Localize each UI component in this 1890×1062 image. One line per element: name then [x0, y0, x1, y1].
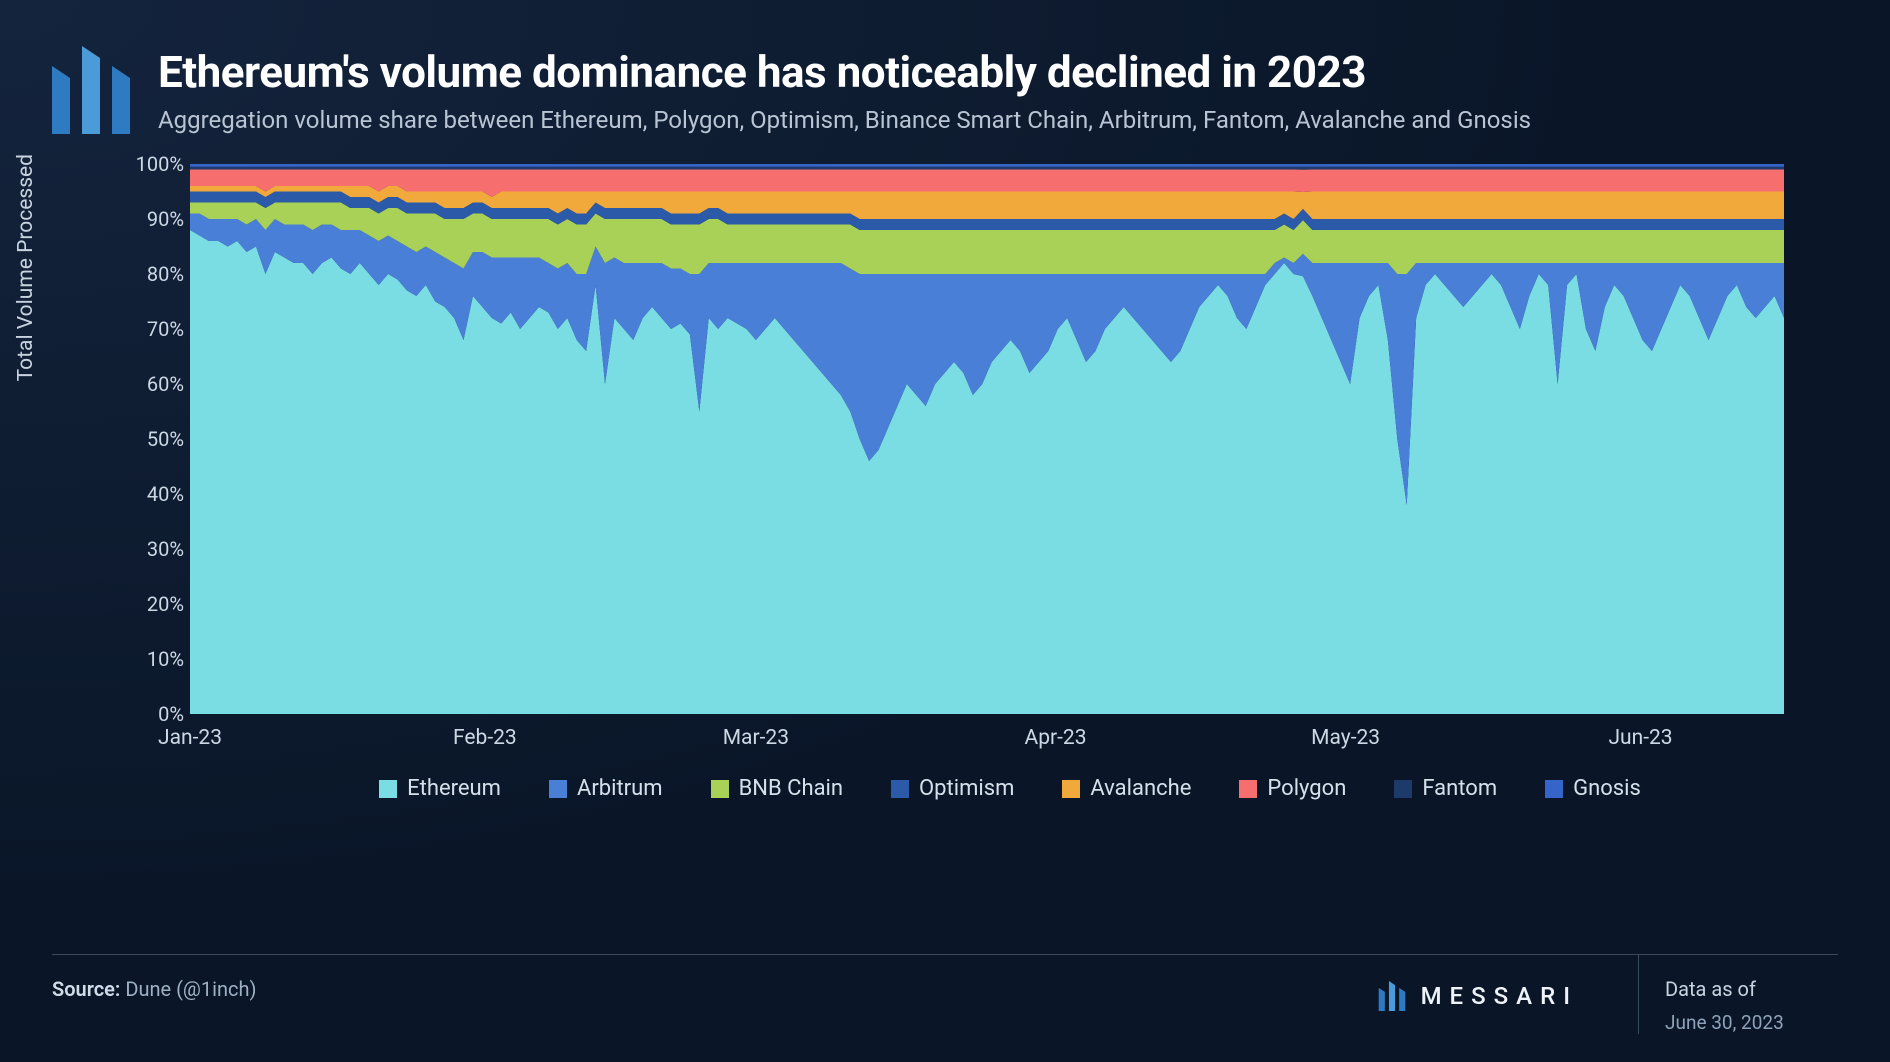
y-tick: 70%	[120, 317, 184, 341]
legend-swatch	[379, 780, 397, 798]
legend-swatch	[1062, 780, 1080, 798]
legend-item-optimism: Optimism	[891, 776, 1014, 801]
y-tick: 80%	[120, 262, 184, 286]
y-tick: 20%	[120, 592, 184, 616]
footer-brand: MESSARI	[1377, 981, 1578, 1011]
legend-label: Polygon	[1267, 776, 1346, 801]
data-as-of-date: June 30, 2023	[1665, 1011, 1838, 1034]
y-tick: 0%	[120, 702, 184, 726]
y-axis-label: Total Volume Processed	[14, 153, 38, 380]
legend-label: Fantom	[1422, 776, 1497, 801]
messari-logo-icon	[52, 46, 130, 134]
legend-item-arbitrum: Arbitrum	[549, 776, 663, 801]
source-text: Source: Dune (@1inch)	[52, 977, 256, 1001]
y-tick: 10%	[120, 647, 184, 671]
legend-label: Optimism	[919, 776, 1014, 801]
legend-label: Ethereum	[407, 776, 501, 801]
footer-brand-text: MESSARI	[1421, 982, 1578, 1010]
legend-item-fantom: Fantom	[1394, 776, 1497, 801]
y-tick: 60%	[120, 372, 184, 396]
x-axis-ticks: Jan-23Feb-23Mar-23Apr-23May-23Jun-23	[190, 722, 1784, 758]
header: Ethereum's volume dominance has noticeab…	[0, 0, 1890, 134]
area-gnosis	[190, 164, 1784, 167]
legend-swatch	[549, 780, 567, 798]
chart-title: Ethereum's volume dominance has noticeab…	[158, 46, 1531, 98]
y-tick: 90%	[120, 207, 184, 231]
legend-label: BNB Chain	[739, 776, 843, 801]
x-tick: Mar-23	[723, 726, 789, 750]
x-tick: Jan-23	[158, 726, 222, 750]
x-tick: Jun-23	[1608, 726, 1672, 750]
footer: Source: Dune (@1inch) MESSARI Data as of…	[52, 954, 1838, 1034]
legend-item-gnosis: Gnosis	[1545, 776, 1641, 801]
y-tick: 40%	[120, 482, 184, 506]
legend-swatch	[1394, 780, 1412, 798]
legend-item-polygon: Polygon	[1239, 776, 1346, 801]
legend-item-ethereum: Ethereum	[379, 776, 501, 801]
legend: Ethereum Arbitrum BNB Chain Optimism Avalanc…	[190, 776, 1830, 801]
x-tick: Feb-23	[453, 726, 517, 750]
x-tick: Apr-23	[1025, 726, 1087, 750]
chart-subtitle: Aggregation volume share between Ethereu…	[158, 106, 1531, 134]
legend-item-avalanche: Avalanche	[1062, 776, 1191, 801]
data-as-of-label: Data as of	[1665, 977, 1838, 1001]
plot-area	[190, 164, 1784, 714]
legend-swatch	[1239, 780, 1257, 798]
legend-item-bnb: BNB Chain	[711, 776, 843, 801]
area-fantom	[190, 167, 1784, 170]
y-axis-ticks: 0%10%20%30%40%50%60%70%80%90%100%	[120, 164, 184, 714]
y-tick: 100%	[120, 152, 184, 176]
legend-label: Avalanche	[1090, 776, 1191, 801]
messari-logo-icon	[1377, 981, 1407, 1011]
x-tick: May-23	[1311, 726, 1380, 750]
legend-label: Arbitrum	[577, 776, 663, 801]
legend-label: Gnosis	[1573, 776, 1641, 801]
chart-area: Total Volume Processed 0%10%20%30%40%50%…	[60, 164, 1830, 801]
y-tick: 30%	[120, 537, 184, 561]
y-tick: 50%	[120, 427, 184, 451]
legend-swatch	[891, 780, 909, 798]
legend-swatch	[1545, 780, 1563, 798]
legend-swatch	[711, 780, 729, 798]
